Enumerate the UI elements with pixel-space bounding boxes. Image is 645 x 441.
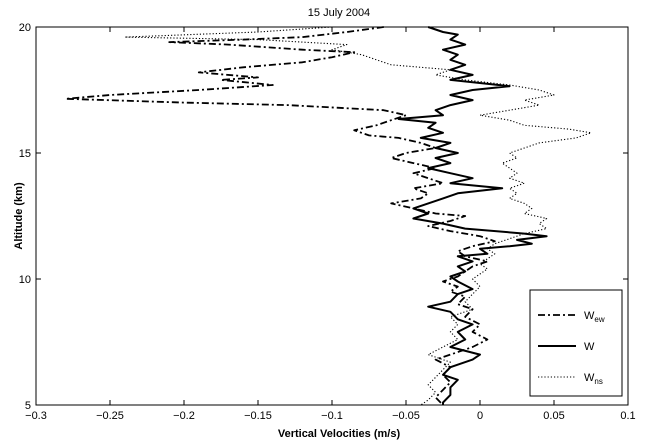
- x-tick-label: −0.1: [321, 410, 343, 422]
- y-tick-label: 10: [19, 274, 31, 286]
- series-line-w-ns: [124, 26, 592, 406]
- x-tick-label: −0.3: [25, 410, 47, 422]
- legend-label-w-ns: Wns: [584, 372, 603, 386]
- x-tick-label: 0: [477, 410, 483, 422]
- y-tick-label: 5: [25, 400, 31, 412]
- series-line-w: [397, 26, 548, 405]
- y-tick-label: 20: [19, 22, 31, 34]
- x-tick-label: −0.05: [392, 410, 420, 422]
- x-tick-label: 0.1: [620, 410, 635, 422]
- chart-title: 15 July 2004: [308, 7, 370, 19]
- y-tick-label: 15: [19, 148, 31, 160]
- series-line-w-ew: [64, 26, 496, 406]
- x-axis-label: Vertical Velocities (m/s): [278, 428, 401, 440]
- x-tick-label: 0.05: [543, 410, 564, 422]
- x-tick-label: −0.2: [173, 410, 195, 422]
- legend-label-w-ew: Wew: [584, 310, 605, 324]
- y-axis-label: Altitude (km): [13, 182, 25, 250]
- x-tick-label: −0.25: [96, 410, 124, 422]
- plot-area: −0.3 −0.25 −0.2 −0.15 −0.1 −0.05 0 0.05 0.1 5 10 15…: [19, 22, 636, 422]
- x-tick-label: −0.15: [244, 410, 272, 422]
- legend: Wew W Wns: [529, 289, 623, 397]
- legend-label-w: W: [584, 341, 595, 353]
- legend-box: [529, 289, 623, 397]
